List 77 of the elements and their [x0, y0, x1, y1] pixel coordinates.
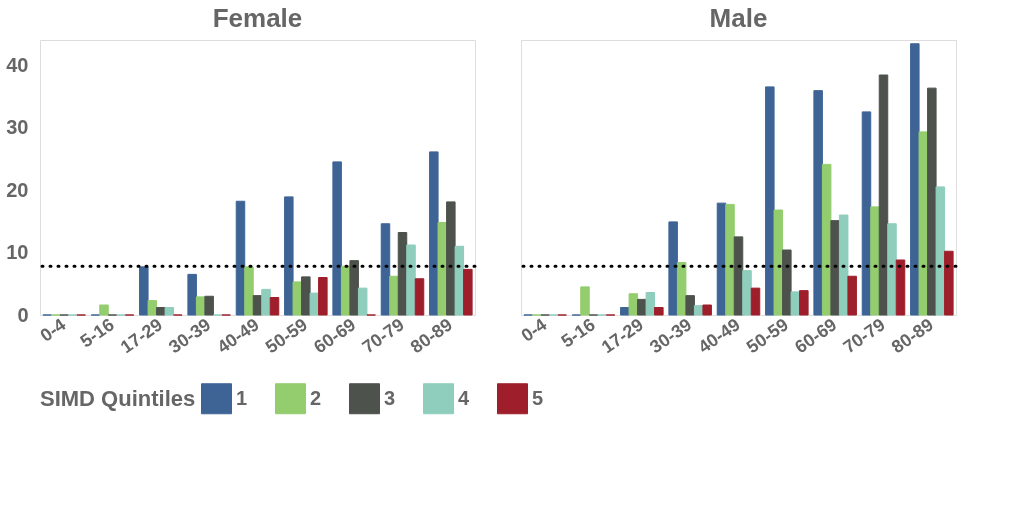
legend-label: 1 [236, 386, 248, 409]
bar [628, 293, 639, 316]
legend-title: SIMD Quintiles [40, 386, 196, 411]
bar [269, 297, 280, 316]
x-tick-label: 0-4 [36, 314, 70, 346]
bar [99, 304, 109, 316]
bar [139, 266, 149, 316]
bar [887, 223, 897, 316]
bar [414, 278, 425, 316]
bar [187, 273, 197, 316]
bar [668, 221, 678, 316]
bar [437, 222, 448, 316]
bar [235, 200, 246, 316]
bar [895, 259, 906, 316]
bar [944, 250, 954, 316]
bar [380, 223, 391, 316]
bar [654, 307, 664, 316]
legend-label: 4 [458, 386, 470, 409]
bar [702, 304, 712, 316]
bar [813, 90, 823, 316]
bar [847, 275, 857, 316]
legend-label: 5 [532, 386, 544, 409]
bar [765, 86, 775, 316]
bar [156, 307, 166, 316]
bar [463, 268, 473, 316]
x-tick-label: 5-16 [76, 314, 118, 352]
bar [429, 151, 439, 316]
chart-title: Male [709, 3, 768, 33]
bar [927, 87, 937, 316]
y-tick-label: 0 [17, 303, 29, 326]
bar [910, 43, 920, 316]
bar [878, 74, 889, 316]
bar [790, 291, 801, 316]
bar [454, 245, 465, 316]
bar [693, 305, 704, 316]
bar [406, 244, 416, 316]
bar [645, 292, 656, 316]
y-tick-label: 10 [6, 241, 29, 263]
bar [301, 276, 311, 316]
bar [309, 292, 320, 316]
bar [349, 260, 359, 316]
bar [685, 295, 695, 316]
bar [204, 295, 214, 316]
legend-label: 2 [310, 386, 322, 409]
bar [284, 196, 294, 316]
bar [580, 286, 590, 316]
bar [357, 287, 368, 316]
bar [870, 206, 880, 316]
y-tick-label: 30 [6, 116, 29, 138]
bar [318, 277, 328, 316]
bar [821, 163, 832, 316]
bar [935, 186, 946, 316]
bar [446, 201, 456, 316]
bar [830, 220, 840, 316]
bar [292, 281, 303, 316]
bar [742, 270, 752, 316]
x-tick-label: 0-4 [517, 314, 551, 346]
bar [918, 131, 929, 316]
y-tick-label: 40 [6, 53, 29, 76]
bar [620, 307, 630, 316]
bar [244, 266, 254, 316]
bar [332, 161, 342, 316]
legend-label: 3 [384, 386, 396, 409]
bar [782, 249, 792, 316]
bar [164, 307, 175, 316]
chart-title: Female [212, 3, 303, 33]
bar [838, 214, 849, 316]
bar [750, 287, 761, 316]
bar [676, 262, 687, 316]
bar [773, 209, 784, 316]
x-tick-label: 5-16 [557, 314, 599, 352]
bar [261, 288, 271, 316]
bar [389, 275, 399, 316]
bar [799, 290, 809, 316]
bar [725, 203, 735, 316]
y-tick-label: 20 [6, 178, 29, 201]
bar [147, 300, 158, 316]
